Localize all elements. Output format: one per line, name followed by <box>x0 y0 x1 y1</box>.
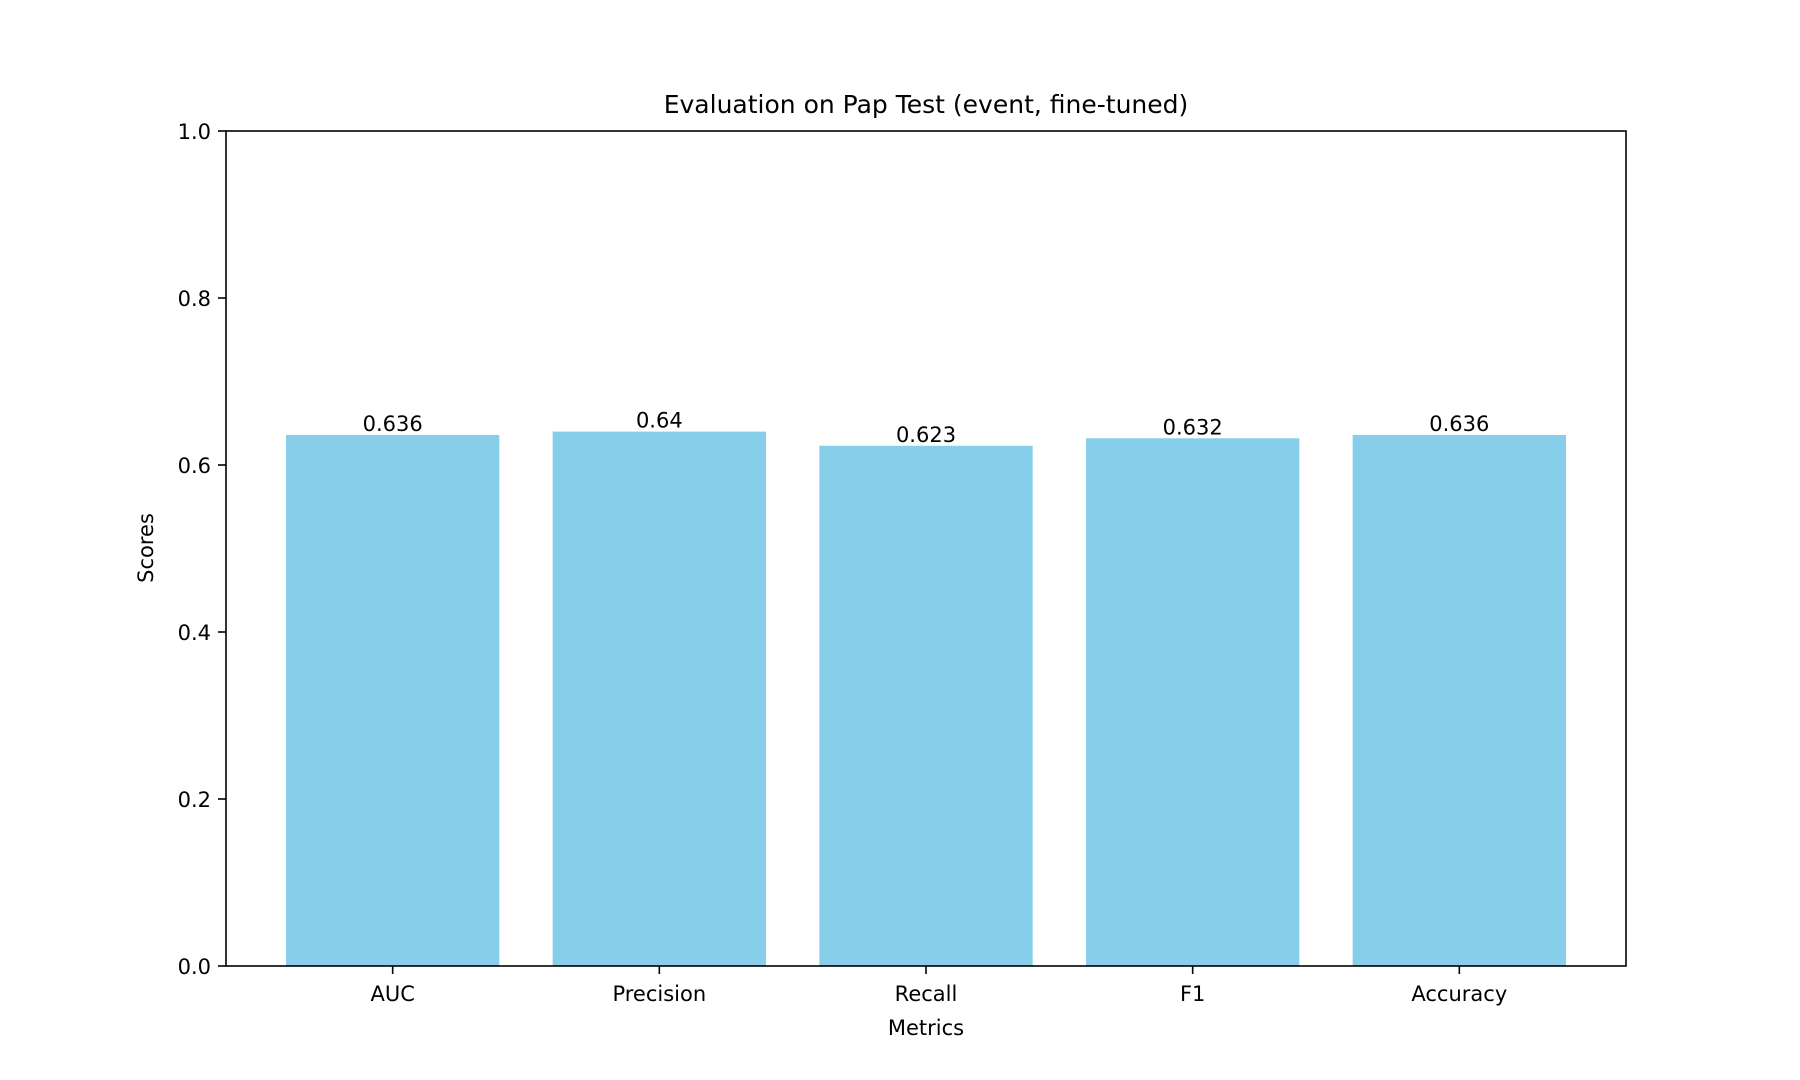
y-axis-label: Scores <box>134 513 158 583</box>
bar-accuracy <box>1352 434 1566 966</box>
y-tick-label: 0.4 <box>178 621 211 645</box>
y-axis-ticks: 0.0 0.2 0.4 0.6 0.8 1.0 <box>178 120 226 979</box>
bar-value-label-accuracy: 0.636 <box>1429 412 1489 436</box>
x-axis-label: Metrics <box>888 1016 964 1040</box>
bars-group <box>286 431 1566 967</box>
y-tick-label: 0.8 <box>178 287 211 311</box>
y-tick-label: 1.0 <box>178 120 211 144</box>
bar-auc <box>286 434 500 966</box>
x-axis-ticks: AUC Precision Recall F1 Accuracy <box>370 966 1507 1006</box>
bar-value-label-auc: 0.636 <box>363 412 423 436</box>
chart-title: Evaluation on Pap Test (event, fine-tune… <box>664 90 1189 119</box>
y-tick-label: 0.2 <box>178 788 211 812</box>
y-tick-label: 0.0 <box>178 955 211 979</box>
bar-recall <box>819 445 1033 966</box>
y-tick-label: 0.6 <box>178 454 211 478</box>
bar-value-label-precision: 0.64 <box>636 409 683 433</box>
x-tick-label-accuracy: Accuracy <box>1411 982 1507 1006</box>
bar-labels-group: 0.636 0.64 0.623 0.632 0.636 <box>363 409 1490 447</box>
x-tick-label-f1: F1 <box>1180 982 1205 1006</box>
bar-precision <box>552 431 766 967</box>
x-tick-label-auc: AUC <box>370 982 414 1006</box>
plot-area-frame <box>225 130 1627 967</box>
x-tick-label-recall: Recall <box>895 982 958 1006</box>
x-tick-label-precision: Precision <box>612 982 706 1006</box>
bar-value-label-recall: 0.623 <box>896 423 956 447</box>
bar-f1 <box>1086 438 1300 966</box>
bar-value-label-f1: 0.632 <box>1163 415 1223 439</box>
